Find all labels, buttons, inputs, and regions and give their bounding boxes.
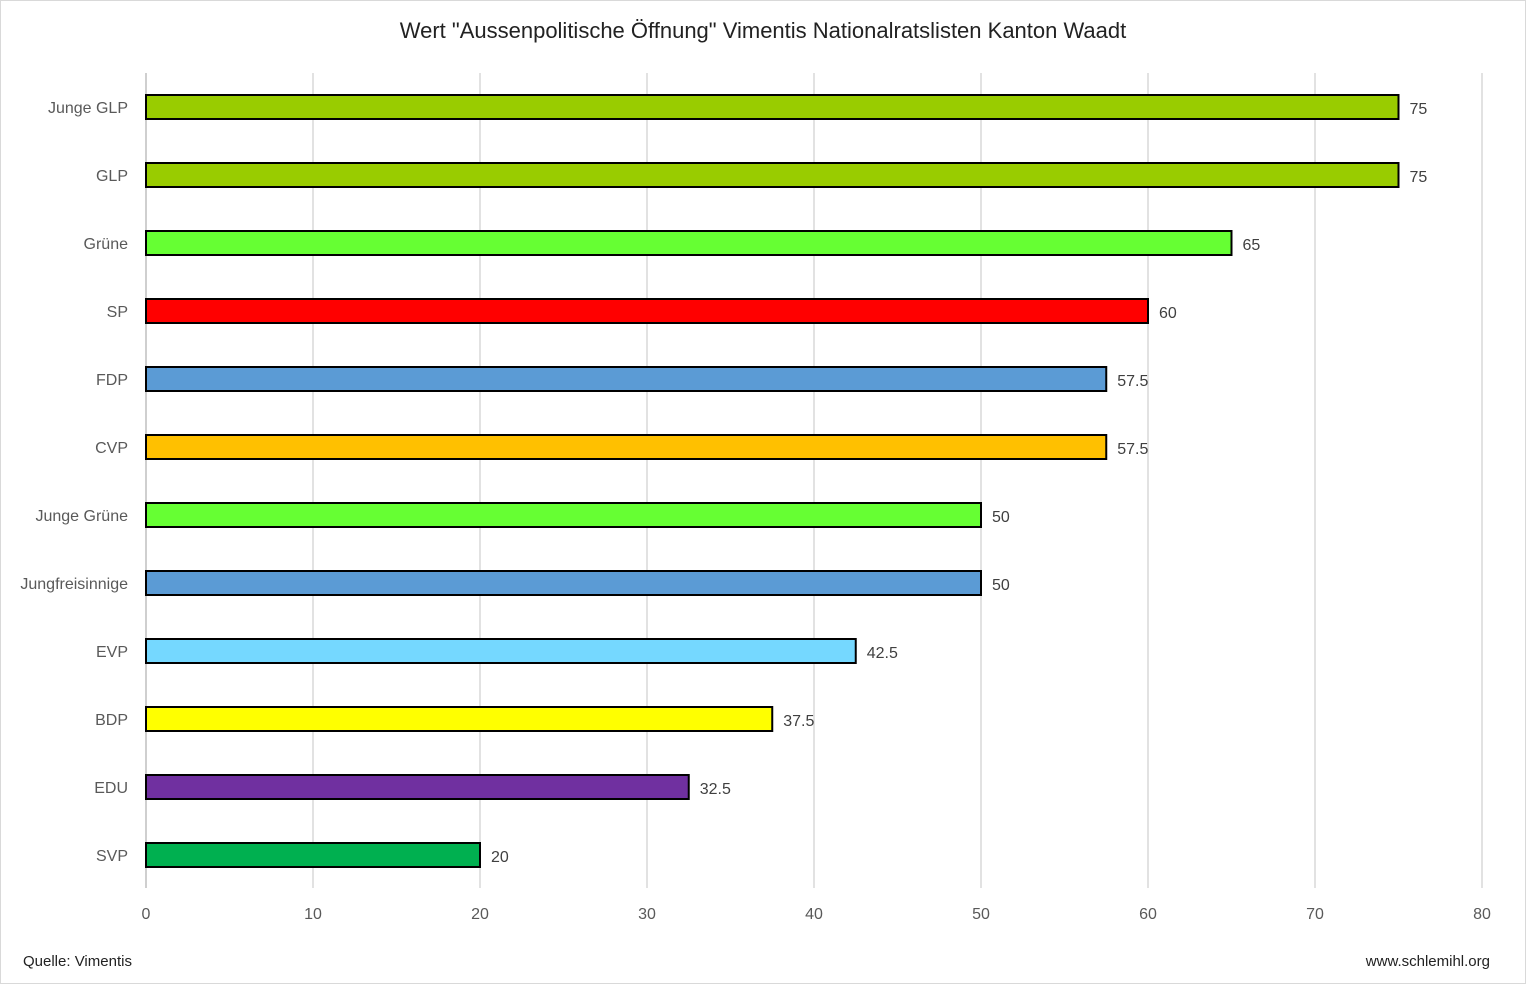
bar-edu (145, 774, 690, 800)
data-label: 50 (992, 577, 1010, 594)
category-label: SVP (96, 848, 128, 865)
data-label: 37.5 (783, 713, 814, 730)
bar-junge-glp (145, 94, 1400, 120)
category-label: Junge Grüne (35, 508, 128, 525)
category-label: EDU (94, 780, 128, 797)
source-note: Quelle: Vimentis (23, 953, 132, 970)
category-label: BDP (95, 712, 128, 729)
data-label: 57.5 (1117, 373, 1148, 390)
data-label: 20 (491, 849, 509, 866)
bar-fdp (145, 366, 1108, 392)
labels: 0 10 20 30 40 50 60 70 80 Junge GLP 75 GLP 75 Grüne 65… (20, 100, 1491, 923)
data-label: 75 (1410, 169, 1428, 186)
chart-title: Wert "Aussenpolitische Öffnung" Vimentis… (399, 18, 1127, 43)
category-label: CVP (95, 440, 128, 457)
website-link[interactable]: www.schlemihl.org (1365, 953, 1490, 970)
category-label: Grüne (84, 236, 129, 253)
bar-junge-grüne (145, 502, 982, 528)
data-label: 60 (1159, 305, 1177, 322)
bar-grüne (145, 230, 1233, 256)
x-tick-label: 40 (805, 906, 823, 923)
data-label: 32.5 (700, 781, 731, 798)
data-label: 57.5 (1117, 441, 1148, 458)
category-label: EVP (96, 644, 128, 661)
x-tick-label: 30 (638, 906, 656, 923)
bar-bdp (145, 706, 774, 732)
category-label: FDP (96, 372, 128, 389)
bar-svp (145, 842, 481, 868)
x-tick-label: 20 (471, 906, 489, 923)
bar-jungfreisinnige (145, 570, 982, 596)
bar-cvp (145, 434, 1108, 460)
x-tick-label: 60 (1139, 906, 1157, 923)
x-tick-label: 0 (142, 906, 151, 923)
category-label: Jungfreisinnige (20, 576, 128, 593)
data-label: 42.5 (867, 645, 898, 662)
category-label: SP (107, 304, 128, 321)
grid-lines (145, 73, 1483, 888)
category-label: GLP (96, 168, 128, 185)
bars (145, 94, 1400, 868)
category-label: Junge GLP (48, 100, 128, 117)
bar-sp (145, 298, 1149, 324)
x-tick-label: 80 (1473, 906, 1491, 923)
bar-evp (145, 638, 857, 664)
x-tick-label: 50 (972, 906, 990, 923)
data-label: 50 (992, 509, 1010, 526)
x-tick-label: 70 (1306, 906, 1324, 923)
data-label: 75 (1410, 101, 1428, 118)
data-label: 65 (1243, 237, 1261, 254)
bar-glp (145, 162, 1400, 188)
x-tick-label: 10 (304, 906, 322, 923)
